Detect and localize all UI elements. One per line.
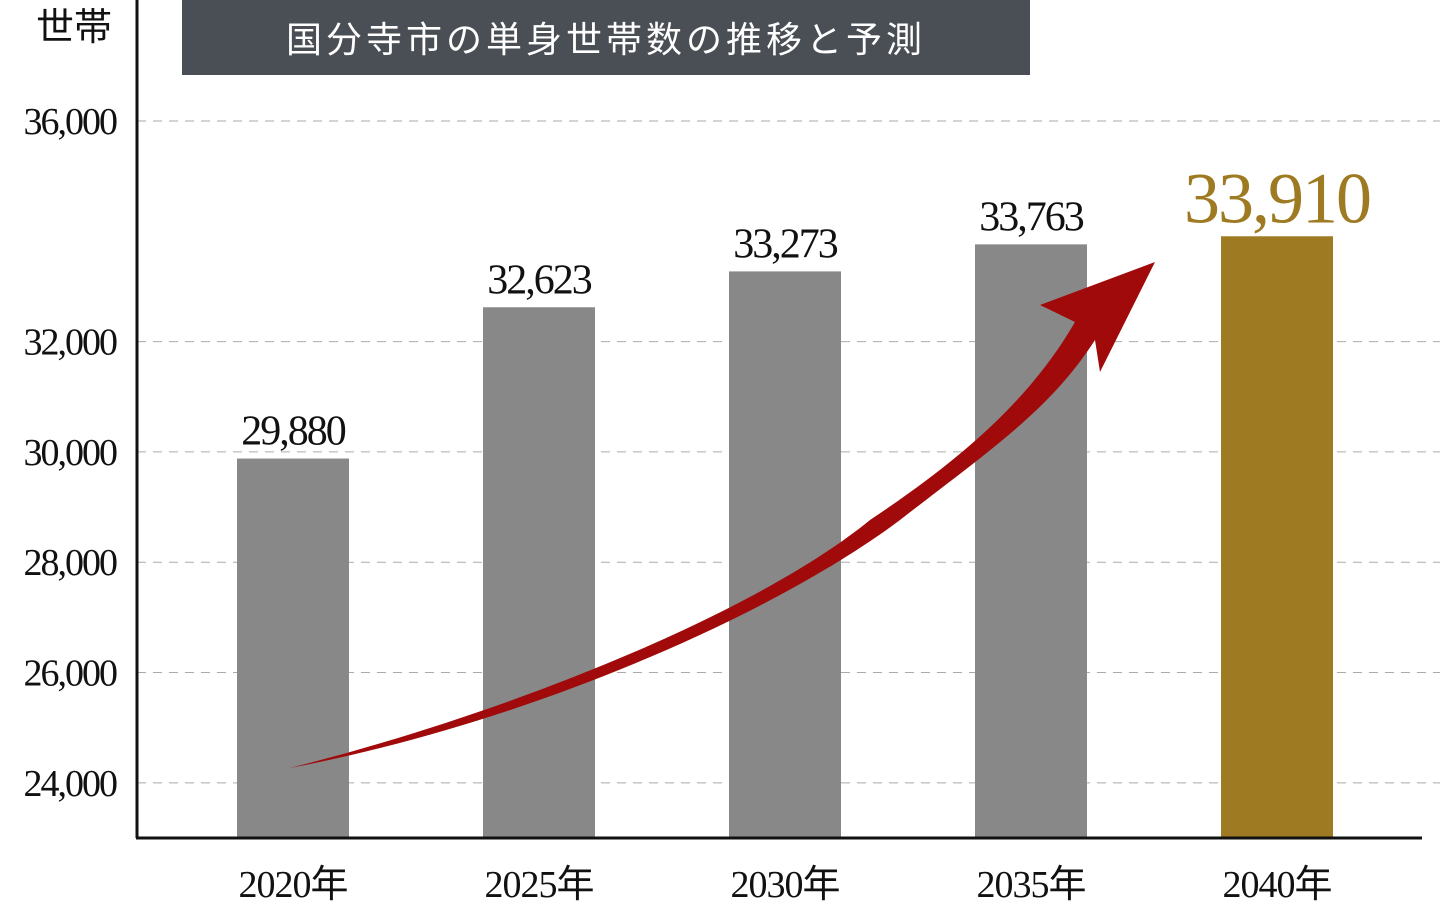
value-label: 33,910	[1184, 158, 1370, 238]
y-tick-label: 28,000	[24, 542, 118, 584]
x-tick-label: 2030年	[730, 864, 839, 904]
x-tick-label: 2040年	[1222, 864, 1331, 904]
value-label: 29,880	[241, 409, 346, 455]
value-label: 33,273	[733, 221, 838, 267]
title-box	[182, 0, 1030, 75]
x-tick-label: 2035年	[976, 864, 1085, 904]
bar	[237, 458, 349, 838]
bar	[1221, 236, 1333, 838]
bars	[237, 236, 1333, 839]
y-tick-label: 24,000	[24, 763, 118, 805]
bar	[483, 307, 595, 839]
x-tick-label: 2020年	[238, 864, 347, 904]
y-tick-label: 26,000	[24, 653, 118, 695]
value-label: 32,623	[487, 257, 592, 303]
trend-arrow	[290, 262, 1155, 768]
y-tick-label: 32,000	[24, 322, 118, 364]
y-axis-label: 世帯	[36, 7, 112, 49]
chart-title: 国分寺市の単身世帯数の推移と予測	[286, 20, 926, 61]
y-tick-label: 30,000	[24, 432, 118, 474]
x-tick-label: 2025年	[484, 864, 593, 904]
y-tick-label: 36,000	[24, 101, 118, 143]
value-label: 33,763	[979, 194, 1084, 240]
